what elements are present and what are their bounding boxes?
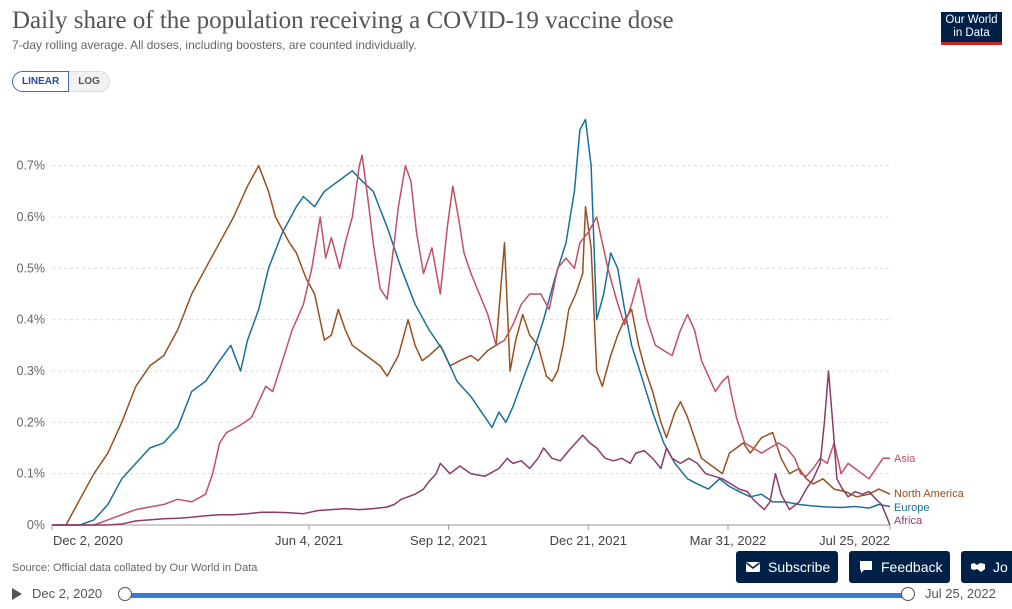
y-tick-label: 0.4% [17, 313, 46, 327]
series-line-europe[interactable] [52, 118, 891, 526]
owid-logo[interactable]: Our World in Data [941, 12, 1002, 45]
series-label-africa: Africa [894, 515, 923, 527]
y-tick-label: 0.3% [17, 364, 46, 378]
feedback-label: Feedback [881, 559, 943, 575]
join-button[interactable]: Jo [961, 551, 1012, 583]
x-tick-label: Dec 21, 2021 [550, 533, 627, 548]
y-tick-label: 0.2% [17, 415, 46, 429]
timeline-end-handle[interactable] [901, 587, 915, 601]
logo-line-1: Our World [945, 14, 998, 26]
x-tick-label: Jul 25, 2022 [819, 533, 890, 548]
y-tick-label: 0.6% [17, 210, 46, 224]
series-label-north-america: North America [894, 488, 965, 500]
feedback-button[interactable]: Feedback [849, 551, 950, 583]
speech-bubble-icon [860, 561, 872, 573]
series-label-europe: Europe [894, 502, 929, 514]
logo-line-2: in Data [953, 27, 990, 39]
series-line-north-america[interactable] [52, 164, 891, 526]
x-tick-label: Sep 12, 2021 [410, 533, 487, 548]
timeline: Dec 2, 2020 Jul 25, 2022 [0, 584, 1012, 606]
series-line-asia[interactable] [52, 154, 890, 526]
subscribe-button[interactable]: Subscribe [736, 551, 838, 583]
timeline-end-label: Jul 25, 2022 [925, 586, 996, 601]
series-label-asia: Asia [894, 453, 916, 465]
timeline-track[interactable] [125, 593, 908, 598]
envelope-icon [746, 562, 760, 572]
log-scale-button[interactable]: LOG [69, 71, 110, 92]
y-tick-label: 0.1% [17, 467, 46, 481]
scale-toggle: LINEAR LOG [12, 71, 110, 92]
timeline-start-handle[interactable] [118, 587, 132, 601]
join-label: Jo [993, 559, 1008, 575]
x-axis: Dec 2, 2020 Jun 4, 2021 Sep 12, 2021 Dec 21… [51, 525, 891, 548]
y-tick-label: 0.5% [17, 261, 46, 275]
source-note: Source: Official data collated by Our Wo… [12, 562, 258, 574]
x-tick-label: Mar 31, 2022 [690, 533, 767, 548]
handshake-icon [971, 563, 985, 572]
play-icon[interactable] [12, 588, 22, 600]
series-lines [52, 118, 891, 526]
series-line-africa[interactable] [52, 370, 891, 526]
linear-scale-button[interactable]: LINEAR [12, 71, 70, 92]
x-tick-label: Dec 2, 2020 [53, 533, 123, 548]
y-tick-label: 0% [27, 518, 45, 532]
timeline-start-label: Dec 2, 2020 [32, 586, 103, 601]
chart-title: Daily share of the population receiving … [12, 7, 674, 34]
subscribe-label: Subscribe [768, 559, 831, 575]
x-tick-label: Jun 4, 2021 [275, 533, 343, 548]
y-axis: 0% 0.1% 0.2% 0.3% 0.4% 0.5% 0.6% 0.7% [17, 159, 46, 532]
y-tick-label: 0.7% [17, 159, 46, 173]
series-labels: North America Europe Asia Africa [894, 453, 965, 527]
line-chart: 0% 0.1% 0.2% 0.3% 0.4% 0.5% 0.6% 0.7% Dec 2, 20… [17, 118, 965, 548]
chart-subtitle: 7-day rolling average. All doses, includ… [12, 38, 417, 52]
gridlines [52, 165, 890, 526]
